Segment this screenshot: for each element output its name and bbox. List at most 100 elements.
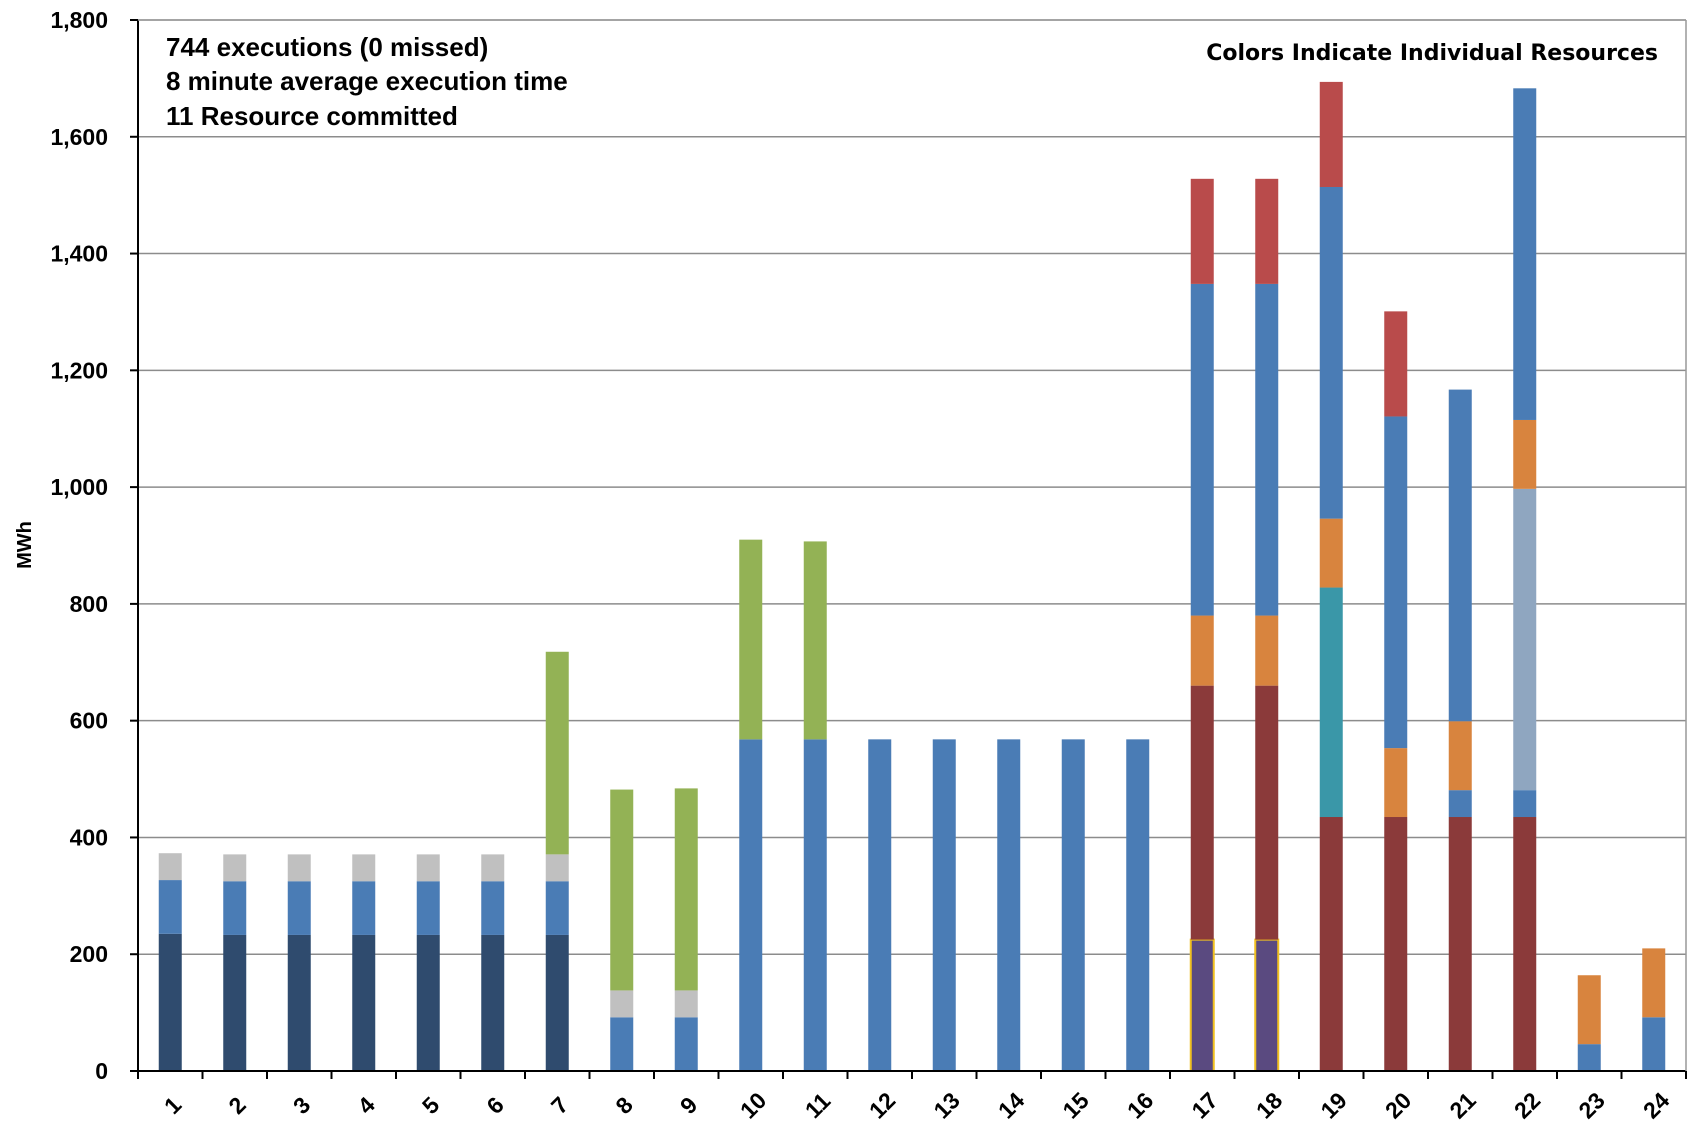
y-tick-label: 200 bbox=[70, 941, 108, 967]
bar-segment bbox=[1513, 488, 1537, 791]
x-tick-label: 10 bbox=[735, 1087, 771, 1123]
bar-segment bbox=[158, 880, 182, 934]
x-tick-label: 13 bbox=[928, 1087, 964, 1123]
bar-segment bbox=[1255, 685, 1279, 940]
bar-segment bbox=[1319, 587, 1343, 818]
colors-note: Colors Indicate Individual Resources bbox=[1206, 41, 1658, 66]
bar-segment bbox=[1190, 178, 1214, 284]
bar-segment bbox=[1061, 739, 1085, 1071]
y-tick-label: 600 bbox=[70, 708, 108, 734]
y-tick-label: 1,400 bbox=[50, 241, 108, 267]
bar-segment bbox=[1190, 685, 1214, 940]
bar-segment bbox=[545, 881, 569, 935]
executions-note: 744 executions (0 missed) bbox=[166, 32, 488, 62]
bar-segment bbox=[674, 990, 698, 1018]
bar-segment bbox=[223, 881, 247, 935]
bar-segment bbox=[674, 1017, 698, 1071]
bar-segment bbox=[223, 854, 247, 882]
x-tick-label: 2 bbox=[223, 1092, 250, 1119]
bar-segment bbox=[1384, 311, 1408, 417]
bar-segment bbox=[1190, 615, 1214, 686]
bar-segment bbox=[1513, 419, 1537, 489]
bar-segment bbox=[610, 990, 634, 1018]
bar-segment bbox=[1189, 938, 1215, 1072]
bar-segment bbox=[1319, 817, 1343, 1071]
y-tick-label: 1,800 bbox=[50, 7, 108, 33]
bar-segment bbox=[803, 541, 827, 740]
bar-segment bbox=[1513, 817, 1537, 1071]
bar-segment bbox=[545, 854, 569, 882]
bar-segment bbox=[1255, 283, 1279, 616]
y-tick-label: 800 bbox=[70, 591, 108, 617]
bar-segment bbox=[997, 739, 1021, 1071]
x-tick-label: 11 bbox=[800, 1087, 836, 1123]
x-tick-label: 20 bbox=[1380, 1087, 1416, 1123]
bar-segment bbox=[1513, 790, 1537, 818]
x-tick-label: 8 bbox=[610, 1091, 638, 1119]
bar-segment bbox=[1255, 615, 1279, 686]
bar-segment bbox=[1448, 790, 1472, 818]
bar-segment bbox=[416, 881, 440, 935]
bar-segment bbox=[352, 934, 376, 1071]
x-tick-label: 3 bbox=[288, 1092, 315, 1119]
bar-segment bbox=[223, 934, 247, 1071]
bar-segment bbox=[1384, 748, 1408, 818]
bar-segment bbox=[287, 934, 311, 1071]
bar-segment bbox=[1384, 416, 1408, 749]
bar-segment bbox=[287, 881, 311, 935]
x-tick-label: 18 bbox=[1251, 1087, 1288, 1124]
x-tick-labels: 1 2 3 4 5 6 7 8 9 10 11 12 13 14 15 16 17 18 19 20 21 22 23 24 bbox=[159, 1087, 1675, 1124]
bar-segment bbox=[545, 651, 569, 855]
bar-segment bbox=[158, 853, 182, 881]
bar-segment bbox=[158, 933, 182, 1071]
bar-segment bbox=[352, 854, 376, 882]
bar-segment bbox=[287, 854, 311, 882]
bar-segment bbox=[739, 739, 763, 1071]
bar-segment bbox=[1255, 178, 1279, 284]
x-tick-label: 14 bbox=[993, 1087, 1030, 1124]
bar-segment bbox=[1190, 283, 1214, 616]
bar-segment bbox=[1126, 739, 1150, 1071]
x-tick-label: 12 bbox=[864, 1087, 900, 1123]
bar-segment bbox=[610, 789, 634, 991]
bar-segment bbox=[1319, 81, 1343, 187]
bar-segment bbox=[352, 881, 376, 935]
resources-note: 11 Resource committed bbox=[166, 101, 458, 131]
y-axis-title: MWh bbox=[14, 521, 36, 569]
bar-segment bbox=[1448, 389, 1472, 722]
bar-segment bbox=[1577, 975, 1601, 1045]
x-tick-label: 7 bbox=[546, 1092, 573, 1119]
bar-segment bbox=[481, 934, 505, 1071]
bar-segment bbox=[1319, 186, 1343, 519]
x-tick-label: 1 bbox=[159, 1091, 187, 1119]
x-tick-label: 5 bbox=[417, 1091, 445, 1119]
bar-segment bbox=[610, 1017, 634, 1071]
bar-segment bbox=[1448, 817, 1472, 1071]
x-tick-label: 19 bbox=[1315, 1087, 1351, 1123]
bar-segment bbox=[481, 854, 505, 882]
y-tick-label: 1,000 bbox=[50, 474, 108, 500]
bar-segment bbox=[739, 539, 763, 740]
bar-segment bbox=[1254, 938, 1280, 1072]
x-tick-label: 4 bbox=[352, 1091, 380, 1119]
bar-segment bbox=[803, 739, 827, 1071]
bar-segment bbox=[1642, 948, 1666, 1018]
bar-segment bbox=[1448, 721, 1472, 791]
bar-segment bbox=[545, 934, 569, 1071]
x-tick-label: 23 bbox=[1573, 1087, 1609, 1123]
x-tick-label: 17 bbox=[1186, 1087, 1222, 1123]
bar-segment bbox=[416, 934, 440, 1071]
y-tick-label: 0 bbox=[95, 1058, 108, 1084]
x-tick-label: 6 bbox=[481, 1092, 508, 1119]
y-tick-labels: 0 200 400 600 800 1,000 1,200 1,400 1,600 1,800 bbox=[50, 7, 108, 1084]
x-tick-label: 24 bbox=[1638, 1087, 1675, 1124]
y-tick-label: 1,600 bbox=[50, 124, 108, 150]
bar-segment bbox=[1384, 817, 1408, 1071]
y-tick-label: 400 bbox=[70, 824, 108, 850]
bar-segment bbox=[868, 739, 892, 1071]
bar-segment bbox=[932, 739, 956, 1071]
x-tick-label: 9 bbox=[675, 1092, 702, 1119]
bar-segment bbox=[674, 788, 698, 991]
